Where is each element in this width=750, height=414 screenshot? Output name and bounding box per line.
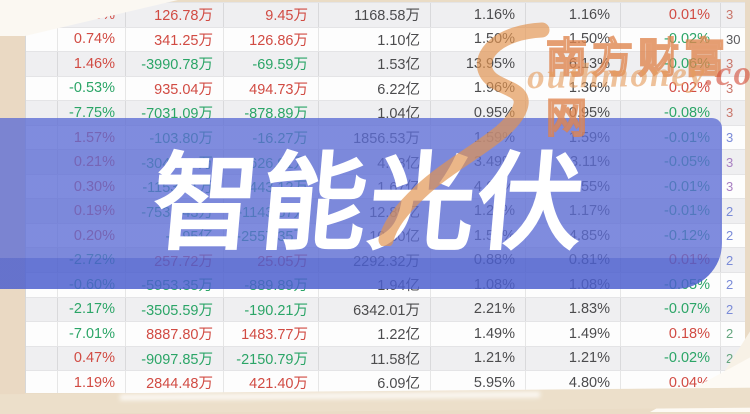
ratio-2-cell: 1.36% xyxy=(526,76,621,101)
turnover-amount-cell: 6342.01万 xyxy=(319,297,431,322)
turnover-amount-cell: 6.22亿 xyxy=(319,76,431,101)
ratio-3-cell: 0.02% xyxy=(621,76,721,101)
change-percent-cell: -7.75% xyxy=(58,101,126,125)
sub-inflow-cell: -190.21万 xyxy=(224,297,319,322)
ratio-2-cell: 1.49% xyxy=(526,322,621,346)
turnover-amount-cell: 1.10亿 xyxy=(319,27,431,52)
sub-inflow-cell: -69.59万 xyxy=(224,52,319,76)
ratio-1-cell: 5.95% xyxy=(431,371,526,393)
page-right-margin xyxy=(745,0,750,400)
turnover-amount-cell: 6.09亿 xyxy=(319,371,431,393)
truncated-column-cell: 2 xyxy=(726,350,734,366)
ratio-2-cell: 0.95% xyxy=(526,101,621,125)
row-spacer-cell xyxy=(26,346,58,371)
truncated-column-cell: 3 xyxy=(726,130,734,145)
change-percent-cell: 1.19% xyxy=(58,371,126,393)
table-row[interactable]: -7.01% 8887.80万 1483.77万 1.22亿 1.49% 1.4… xyxy=(26,321,746,346)
ratio-2-cell: 4.80% xyxy=(526,371,621,393)
truncated-column-cell: 2 xyxy=(726,326,734,342)
change-percent-cell: -0.53% xyxy=(58,76,126,101)
row-spacer-cell xyxy=(26,371,58,393)
ratio-3-cell: -0.06% xyxy=(621,52,721,76)
ratio-2-cell: 1.16% xyxy=(526,3,621,27)
truncated-column-cell: 3 xyxy=(726,56,734,72)
truncated-column-cell: 3 xyxy=(726,7,734,23)
table-row[interactable]: -2.17% -3505.59万 -190.21万 6342.01万 2.21%… xyxy=(26,296,746,322)
turnover-amount-cell: 1.22亿 xyxy=(319,322,431,346)
ratio-2-cell: 1.83% xyxy=(526,297,621,322)
truncated-column-cell: 30 xyxy=(726,31,741,47)
change-percent-cell: 1.46% xyxy=(58,52,126,76)
ratio-1-cell: 1.21% xyxy=(431,346,526,371)
main-inflow-cell: 341.25万 xyxy=(126,27,224,52)
ratio-1-cell: 1.50% xyxy=(431,27,526,52)
ratio-3-cell: -0.07% xyxy=(621,297,721,322)
truncated-column-cell: 2 xyxy=(726,228,734,244)
main-inflow-cell: 935.04万 xyxy=(126,76,224,101)
truncated-column-cell: 2 xyxy=(726,277,734,293)
main-inflow-cell: 8887.80万 xyxy=(126,322,224,346)
ratio-3-cell: -0.02% xyxy=(621,27,721,52)
turnover-amount-cell: 1168.58万 xyxy=(319,3,431,27)
ratio-2-cell: 6.13% xyxy=(526,52,621,76)
turnover-amount-cell: 1.53亿 xyxy=(319,52,431,76)
ratio-3-cell: 0.18% xyxy=(621,322,721,346)
row-spacer-cell xyxy=(26,76,58,101)
main-inflow-cell: -9097.85万 xyxy=(126,346,224,371)
truncated-column-cell: 3 xyxy=(726,154,734,170)
sub-inflow-cell: 1483.77万 xyxy=(224,322,319,346)
truncated-column-cell: 3 xyxy=(726,105,734,121)
main-inflow-cell: -3505.59万 xyxy=(126,297,224,322)
ratio-1-cell: 1.49% xyxy=(431,322,526,346)
row-spacer-cell xyxy=(26,27,58,52)
topic-banner: 智能光伏 xyxy=(0,118,722,289)
sub-inflow-cell: -2150.79万 xyxy=(224,346,319,371)
sub-inflow-cell: 421.40万 xyxy=(224,371,319,393)
change-percent-cell: -7.01% xyxy=(58,322,126,346)
table-row[interactable]: 0.60% 126.78万 9.45万 1168.58万 1.16% 1.16%… xyxy=(26,2,746,27)
ratio-3-cell: -0.08% xyxy=(621,101,721,125)
sub-inflow-cell: 9.45万 xyxy=(224,3,319,27)
ratio-3-cell: -0.02% xyxy=(621,346,721,371)
truncated-column-cell: 3 xyxy=(726,179,734,195)
truncated-column-cell: 2 xyxy=(726,252,734,268)
truncated-column-cell: 2 xyxy=(726,203,734,219)
main-inflow-cell: -3990.78万 xyxy=(126,52,224,76)
ratio-3-cell: 0.01% xyxy=(621,3,721,27)
ratio-1-cell: 13.95% xyxy=(431,52,526,76)
ratio-1-cell: 1.96% xyxy=(431,76,526,101)
table-row[interactable]: 0.47% -9097.85万 -2150.79万 11.58亿 1.21% 1… xyxy=(26,345,746,371)
ratio-1-cell: 2.21% xyxy=(431,297,526,322)
change-percent-cell: -2.17% xyxy=(58,297,126,322)
turnover-amount-cell: 11.58亿 xyxy=(319,346,431,371)
ratio-2-cell: 1.21% xyxy=(526,346,621,371)
row-spacer-cell xyxy=(26,101,58,125)
change-percent-cell: 0.47% xyxy=(58,346,126,371)
row-spacer-cell xyxy=(26,297,58,322)
row-spacer-cell xyxy=(26,52,58,76)
sub-inflow-cell: 126.86万 xyxy=(224,27,319,52)
table-row[interactable]: -0.53% 935.04万 494.73万 6.22亿 1.96% 1.36%… xyxy=(26,75,746,101)
ratio-1-cell: 1.16% xyxy=(431,3,526,27)
topic-banner-title: 智能光伏 xyxy=(147,144,591,263)
table-row[interactable]: 0.74% 341.25万 126.86万 1.10亿 1.50% 1.50% … xyxy=(26,26,746,52)
sub-inflow-cell: 494.73万 xyxy=(224,76,319,101)
table-row[interactable]: 1.19% 2844.48万 421.40万 6.09亿 5.95% 4.80%… xyxy=(26,370,746,393)
main-inflow-cell: 126.78万 xyxy=(126,3,224,27)
table-row[interactable]: 1.46% -3990.78万 -69.59万 1.53亿 13.95% 6.1… xyxy=(26,51,746,76)
row-spacer-cell xyxy=(26,322,58,346)
truncated-column-cell: 2 xyxy=(726,301,734,317)
main-inflow-cell: 2844.48万 xyxy=(126,371,224,393)
ratio-2-cell: 1.50% xyxy=(526,27,621,52)
change-percent-cell: 0.74% xyxy=(58,27,126,52)
truncated-column-cell: 3 xyxy=(726,80,734,96)
